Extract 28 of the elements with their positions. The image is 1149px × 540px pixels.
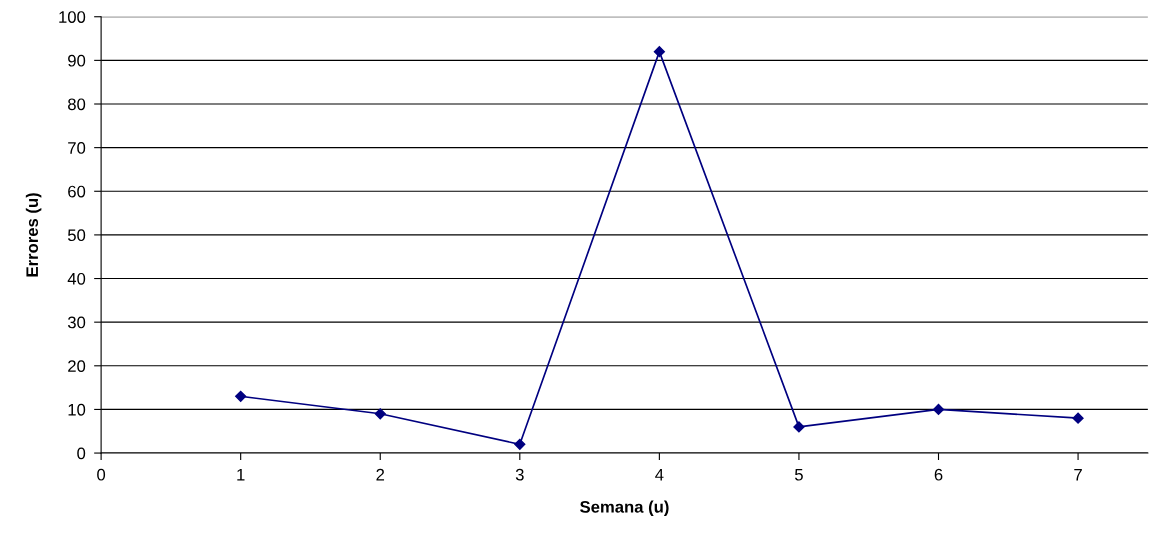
- x-axis-title: Semana (u): [580, 500, 669, 517]
- y-axis-title: Errores (u): [25, 193, 42, 277]
- x-tick-label: 5: [794, 468, 803, 481]
- y-tick-label: 40: [67, 272, 86, 285]
- x-tick-label: 6: [934, 468, 943, 481]
- y-tick-label: 0: [77, 447, 86, 460]
- y-tick-label: 80: [68, 98, 86, 111]
- point: [653, 46, 665, 58]
- x-tick-label: 4: [655, 468, 664, 481]
- x-tick-label: 7: [1074, 468, 1082, 481]
- point: [374, 408, 386, 420]
- y-tick-label: 10: [68, 403, 86, 416]
- y-tick-label: 70: [68, 142, 86, 154]
- point: [235, 390, 247, 402]
- x-tick-label: 1: [237, 468, 245, 481]
- point: [932, 403, 945, 416]
- x-tick-label: 2: [376, 468, 385, 481]
- x-tick-label: 3: [515, 468, 524, 481]
- x-tick-label: 0: [97, 468, 106, 481]
- y-tick-label: 20: [68, 360, 86, 372]
- point: [793, 421, 805, 433]
- y-tick-label: 100: [59, 11, 86, 23]
- y-tick-label: 50: [67, 229, 86, 242]
- point: [1072, 412, 1084, 424]
- y-tick-label: 30: [67, 316, 86, 329]
- point: [514, 438, 526, 450]
- y-tick-label: 90: [68, 54, 86, 67]
- y-tick-label: 60: [68, 185, 86, 198]
